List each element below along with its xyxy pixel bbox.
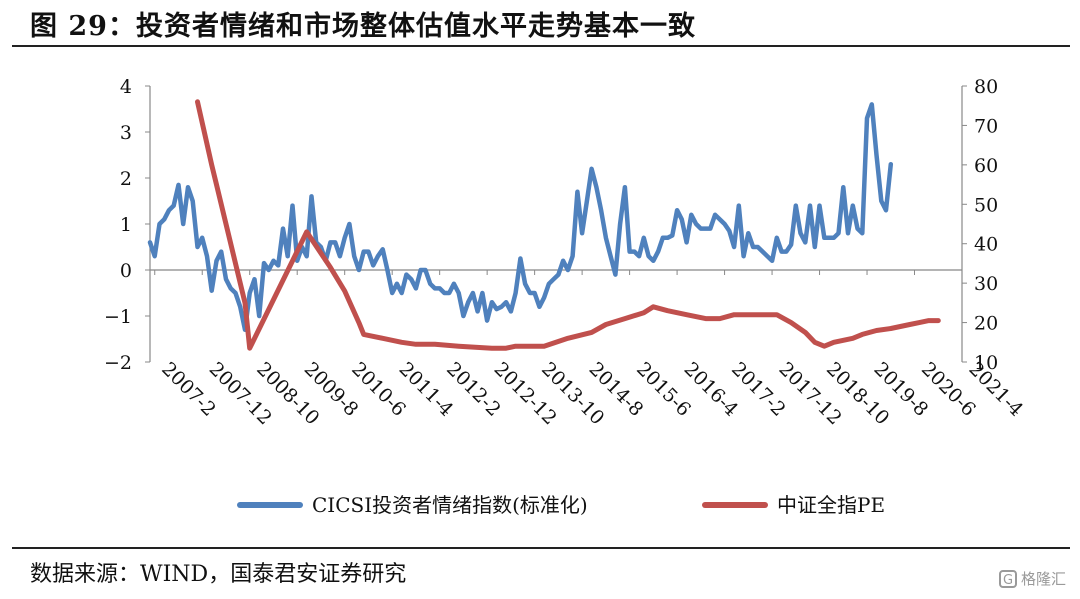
left-y-tick-label: 2 [120, 168, 132, 190]
legend-label: CICSI投资者情绪指数(标准化) [312, 493, 588, 517]
sentiment-series-line [147, 102, 894, 333]
right-y-tick-label: 40 [974, 234, 998, 256]
top-rule [12, 45, 1070, 47]
left-y-tick-label: 4 [120, 76, 132, 98]
chart-title: 图 29：投资者情绪和市场整体估值水平走势基本一致 [30, 11, 696, 42]
data-source-note: 数据来源：WIND，国泰君安证券研究 [30, 562, 407, 587]
right-y-tick-label: 70 [974, 115, 998, 137]
left-y-tick-label: 0 [120, 260, 132, 282]
pe-series-line [195, 99, 941, 351]
left-y-tick-label: 3 [120, 122, 132, 144]
right-y-tick-label: 80 [974, 76, 998, 98]
watermark: G 格隆汇 [998, 568, 1066, 589]
right-y-tick-label: 10 [974, 352, 998, 374]
left-y-tick-label: −2 [104, 352, 132, 374]
legend-label: 中证全指PE [777, 493, 885, 517]
legend: CICSI投资者情绪指数(标准化) 中证全指PE [237, 493, 885, 517]
right-y-tick-label: 20 [974, 313, 998, 335]
bottom-rule [12, 547, 1070, 549]
left-y-tick-label: 1 [120, 214, 132, 236]
right-y-tick-label: 60 [974, 155, 998, 177]
right-y-tick-label: 50 [974, 194, 998, 216]
watermark-logo-icon: G [998, 570, 1017, 588]
watermark-text: 格隆汇 [1020, 570, 1066, 588]
left-y-tick-label: −1 [104, 306, 132, 328]
right-y-tick-label: 30 [974, 273, 998, 295]
